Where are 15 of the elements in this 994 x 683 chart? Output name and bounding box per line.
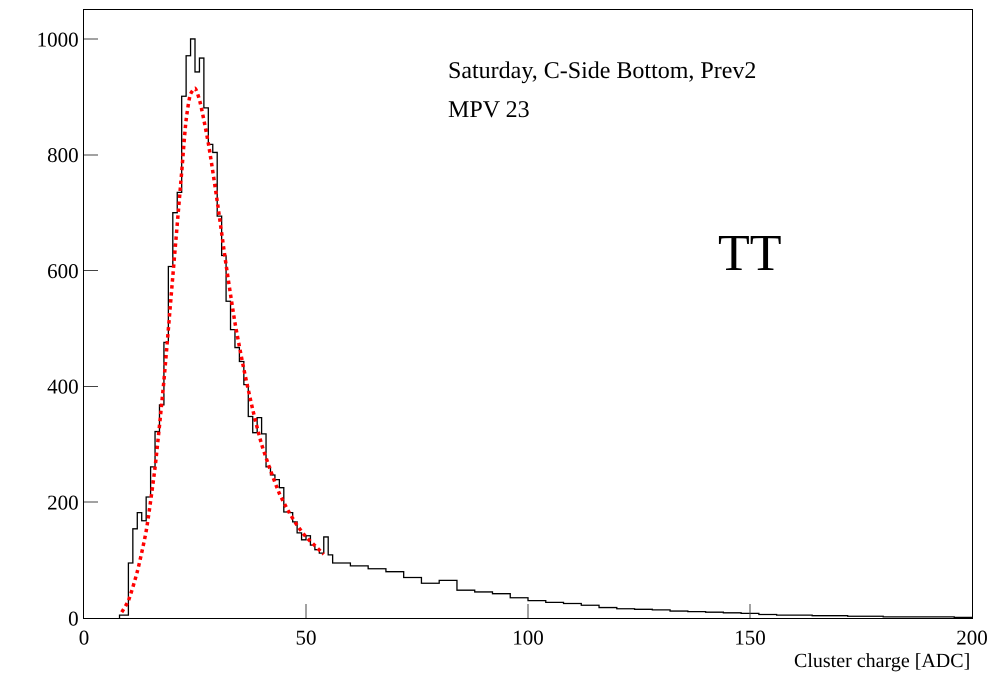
annotation: Saturday, C-Side Bottom, Prev2 <box>448 58 756 84</box>
x-axis-title: Cluster charge [ADC] <box>794 650 970 672</box>
x-tick-label: 100 <box>512 625 544 650</box>
x-tick-label: 150 <box>734 625 766 650</box>
y-tick-label: 800 <box>47 143 79 168</box>
line-series <box>120 86 326 614</box>
y-tick-label: 200 <box>47 490 79 515</box>
annotation: MPV 23 <box>448 97 530 123</box>
y-tick-label: 400 <box>47 374 79 399</box>
annotation: TT <box>718 225 782 282</box>
y-tick-label: 0 <box>68 606 79 630</box>
x-tick-label: 50 <box>296 625 316 650</box>
x-tick-label: 200 <box>956 625 988 650</box>
y-tick-label: 600 <box>47 258 79 283</box>
y-tick-label: 1000 <box>36 27 79 52</box>
